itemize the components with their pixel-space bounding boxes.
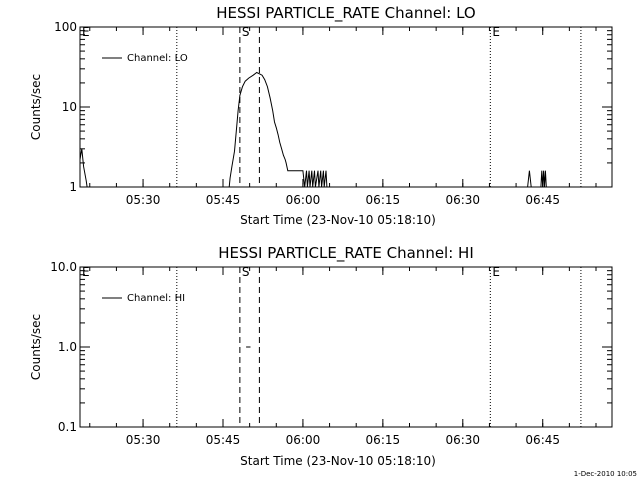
chart-title: HESSI PARTICLE_RATE Channel: LO (216, 4, 475, 23)
x-tick-label: 06:00 (286, 193, 321, 207)
y-axis-label: Counts/sec (29, 314, 43, 380)
x-axis-label: Start Time (23-Nov-10 05:18:10) (240, 213, 436, 227)
x-tick-label: 06:30 (445, 193, 480, 207)
y-tick-label: 10.0 (50, 260, 77, 274)
y-tick-label: 1.0 (58, 340, 77, 354)
chart-title: HESSI PARTICLE_RATE Channel: HI (218, 244, 474, 263)
x-tick-label: 05:45 (206, 433, 241, 447)
x-tick-label: 06:15 (366, 433, 401, 447)
event-marker-label: E (492, 25, 500, 39)
y-tick-label: 0.1 (58, 420, 77, 434)
x-tick-label: 06:15 (366, 193, 401, 207)
plot-frame (79, 26, 613, 188)
event-marker-label: S (242, 265, 250, 279)
y-tick-label: 10 (62, 100, 77, 114)
legend-label: Channel: LO (127, 53, 188, 64)
footer-timestamp: 1-Dec-2010 10:05 (574, 470, 637, 478)
legend-label: Channel: HI (127, 293, 185, 304)
plot-frame (79, 266, 613, 428)
event-marker-label: E (82, 25, 90, 39)
x-tick-label: 06:00 (286, 433, 321, 447)
event-marker-label: S (242, 25, 250, 39)
x-tick-label: 05:30 (126, 433, 161, 447)
x-tick-label: 06:30 (445, 433, 480, 447)
x-tick-label: 05:30 (126, 193, 161, 207)
x-axis-label: Start Time (23-Nov-10 05:18:10) (240, 454, 436, 468)
x-tick-label: 06:45 (525, 433, 560, 447)
event-marker-label: E (82, 265, 90, 279)
x-tick-label: 05:45 (206, 193, 241, 207)
event-marker-label: E (492, 265, 500, 279)
y-tick-label: 100 (54, 20, 77, 34)
y-axis-label: Counts/sec (29, 74, 43, 140)
x-tick-label: 06:45 (525, 193, 560, 207)
series-line (79, 71, 547, 188)
y-tick-label: 1 (69, 180, 77, 194)
